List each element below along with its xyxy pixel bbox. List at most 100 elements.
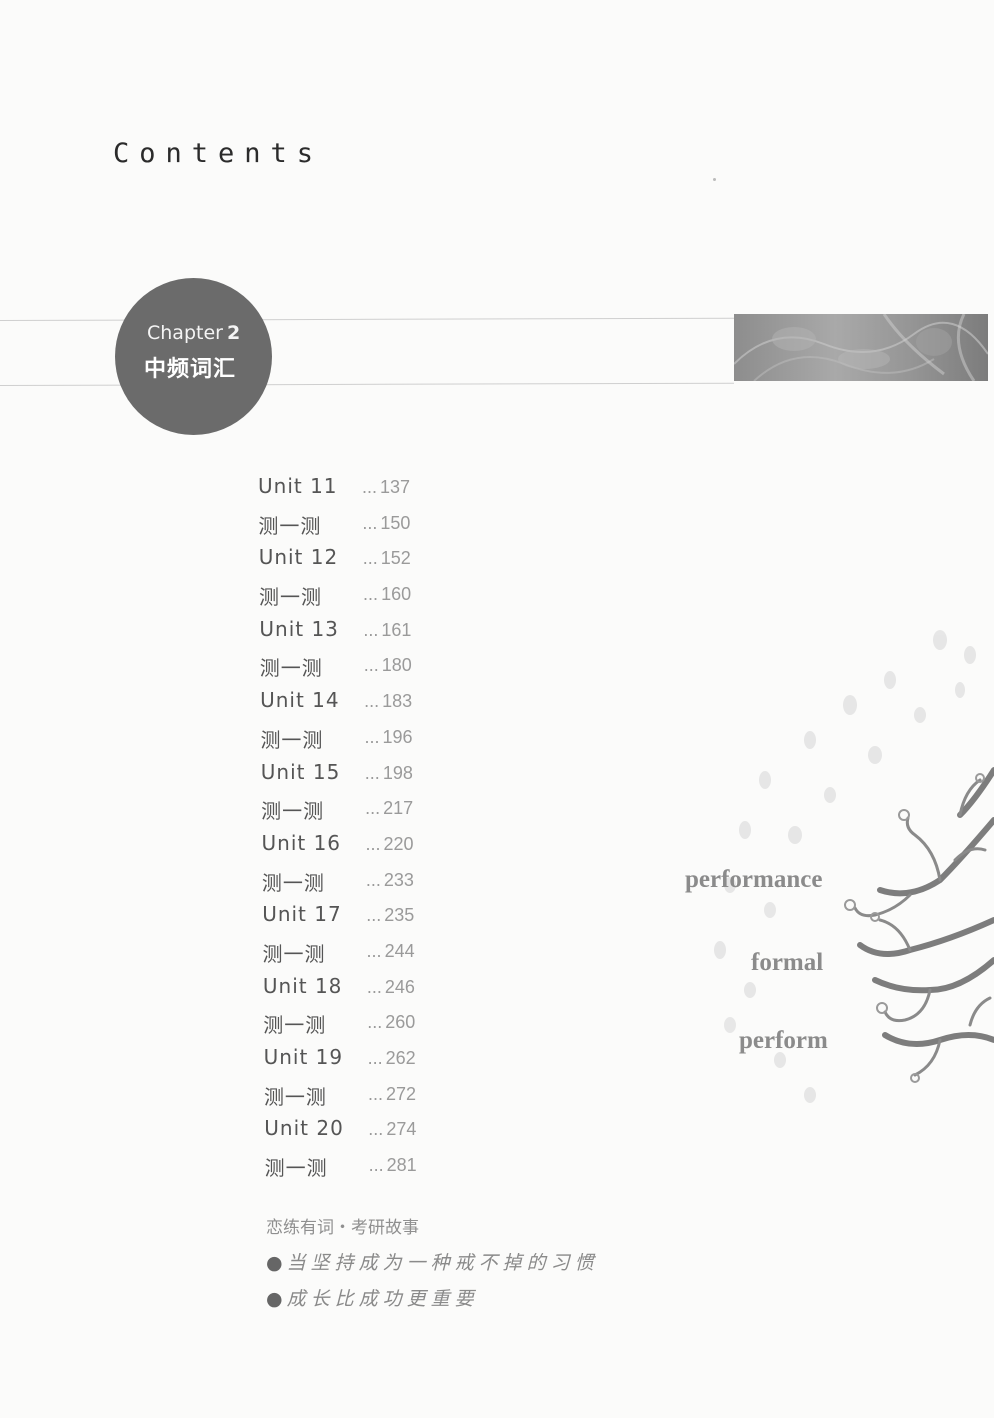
toc-leader-dots: ... [366, 940, 382, 961]
toc-row[interactable]: Unit 11... 137 [258, 474, 498, 510]
toc-page-value: 198 [382, 762, 413, 783]
toc-label: Unit 19 [263, 1045, 344, 1069]
toc-row[interactable]: Unit 16... 220 [262, 831, 502, 867]
toc-row[interactable]: 测一测... 272 [264, 1081, 504, 1117]
toc-label: 测一测 [263, 1084, 327, 1109]
toc-leader-dots: ... [364, 726, 380, 747]
toc-page-number: ... 233 [366, 870, 414, 891]
toc-page-number: ... 281 [369, 1155, 417, 1176]
toc-page-value: 244 [384, 940, 415, 961]
toc-page-number: ... 260 [367, 1012, 415, 1033]
toc-page-value: 196 [382, 726, 413, 747]
toc-row[interactable]: Unit 20 ... 274 [264, 1116, 504, 1152]
toc-row[interactable]: 测一测 ... 260 [263, 1009, 503, 1045]
toc-page-value: 220 [383, 833, 414, 854]
toc-page-number: ... 235 [366, 905, 414, 926]
toc-page-number: ... 150 [362, 513, 410, 534]
story-heading: 恋练有词・考研故事 [266, 1218, 419, 1238]
toc-leader-dots: ... [365, 833, 381, 854]
toc-label: 测一测 [264, 1156, 328, 1181]
toc-page-value: 183 [382, 691, 413, 712]
contents-title: Contents [113, 138, 324, 169]
toc-row[interactable]: 测一测... 217 [261, 795, 501, 831]
toc-leader-dots: ... [364, 691, 380, 712]
chapter-rule-top [0, 317, 734, 321]
toc-row[interactable]: 测一测... 281 [265, 1152, 505, 1188]
chapter-title: 中频词汇 [144, 357, 237, 382]
toc-leader-dots: ... [363, 655, 379, 676]
toc-page-value: 137 [380, 477, 411, 497]
toc-leader-dots: ... [362, 477, 378, 497]
toc-label: Unit 13 [259, 616, 339, 641]
toc-label: Unit 14 [260, 688, 340, 713]
toc-label: Unit 18 [262, 973, 343, 998]
toc-row[interactable]: Unit 18... 246 [263, 974, 503, 1010]
toc-page-value: 235 [384, 905, 415, 926]
toc-page-number: ... 180 [364, 655, 412, 676]
toc-page-value: 217 [383, 798, 414, 819]
toc-label: 测一测 [260, 727, 324, 752]
tree-word-perform: perform [739, 1027, 828, 1054]
chapter-badge: Chapter 2 中频词汇 [115, 278, 272, 435]
toc-row[interactable]: Unit 14... 183 [260, 688, 500, 724]
leaf-pattern [734, 314, 988, 381]
toc-page-number: ... 274 [368, 1119, 416, 1140]
toc-label: Unit 11 [258, 474, 338, 498]
toc-row[interactable]: 测一测... 196 [260, 724, 500, 760]
toc-row[interactable]: 测一测 ... 233 [262, 867, 502, 903]
toc-label: 测一测 [259, 585, 323, 610]
toc-page-value: 262 [385, 1048, 416, 1068]
toc-leader-dots: ... [368, 1155, 384, 1176]
toc-page-number: ... 160 [363, 584, 411, 605]
toc-page-value: 160 [381, 584, 412, 605]
story-item[interactable]: ● 当坚持成为一种戒不掉的习惯 [266, 1248, 599, 1275]
toc-label: Unit 16 [261, 830, 342, 855]
toc-label: 测一测 [259, 656, 323, 681]
toc-label: 测一测 [261, 870, 325, 895]
chapter-number: 2 [226, 322, 241, 344]
toc-row[interactable]: 测一测... 150 [258, 510, 498, 546]
toc-label: 测一测 [262, 941, 326, 966]
toc-label: 测一测 [261, 799, 325, 824]
toc-page-number: ... 217 [365, 798, 413, 819]
toc-page-value: 281 [386, 1155, 417, 1176]
toc-page-number: ... 196 [364, 727, 412, 748]
toc-label: 测一测 [258, 513, 322, 538]
toc-row[interactable]: Unit 17... 235 [262, 902, 502, 938]
chapter-word: Chapter [147, 322, 223, 344]
toc-row[interactable]: Unit 12 ... 152 [259, 545, 499, 581]
tree-word-formal: formal [751, 949, 824, 976]
toc-page-value: 150 [380, 512, 411, 533]
tree-word-performance: performance [685, 866, 823, 893]
toc-row[interactable]: 测一测... 244 [263, 938, 503, 974]
toc-page-number: ... 244 [367, 941, 415, 962]
toc-leader-dots: ... [362, 512, 378, 533]
toc-row[interactable]: Unit 15... 198 [261, 760, 501, 796]
toc-label: Unit 20 [264, 1116, 344, 1141]
toc-row[interactable]: Unit 19... 262 [264, 1045, 504, 1081]
toc-row[interactable]: Unit 13 ... 161 [259, 617, 499, 653]
toc-row[interactable]: 测一测... 160 [259, 581, 499, 617]
toc-page-value: 161 [381, 619, 412, 640]
toc-page-number: ... 152 [363, 548, 411, 569]
toc-page-value: 180 [381, 655, 412, 676]
decorative-dot [713, 178, 716, 181]
chapter-banner-image [734, 314, 988, 381]
toc-page-number: ... 161 [363, 620, 411, 641]
toc-page-value: 272 [385, 1083, 416, 1104]
story-item[interactable]: ● 成长比成功更重要 [266, 1284, 479, 1311]
toc-leader-dots: ... [367, 1048, 383, 1068]
word-tree-illustration [714, 630, 994, 1103]
toc-label: 测一测 [263, 1013, 327, 1038]
chapter-rule-bottom [0, 382, 734, 386]
toc-page-number: ... 262 [368, 1048, 416, 1069]
toc-row[interactable]: 测一测... 180 [260, 652, 500, 688]
toc-leader-dots: ... [363, 584, 379, 605]
toc-leader-dots: ... [368, 1119, 384, 1140]
toc-label: Unit 17 [262, 902, 342, 927]
toc-label: Unit 12 [258, 545, 339, 570]
toc-leader-dots: ... [366, 905, 382, 926]
toc-leader-dots: ... [365, 798, 381, 819]
bullet-icon: ● [266, 1252, 283, 1274]
bullet-icon: ● [266, 1288, 283, 1310]
